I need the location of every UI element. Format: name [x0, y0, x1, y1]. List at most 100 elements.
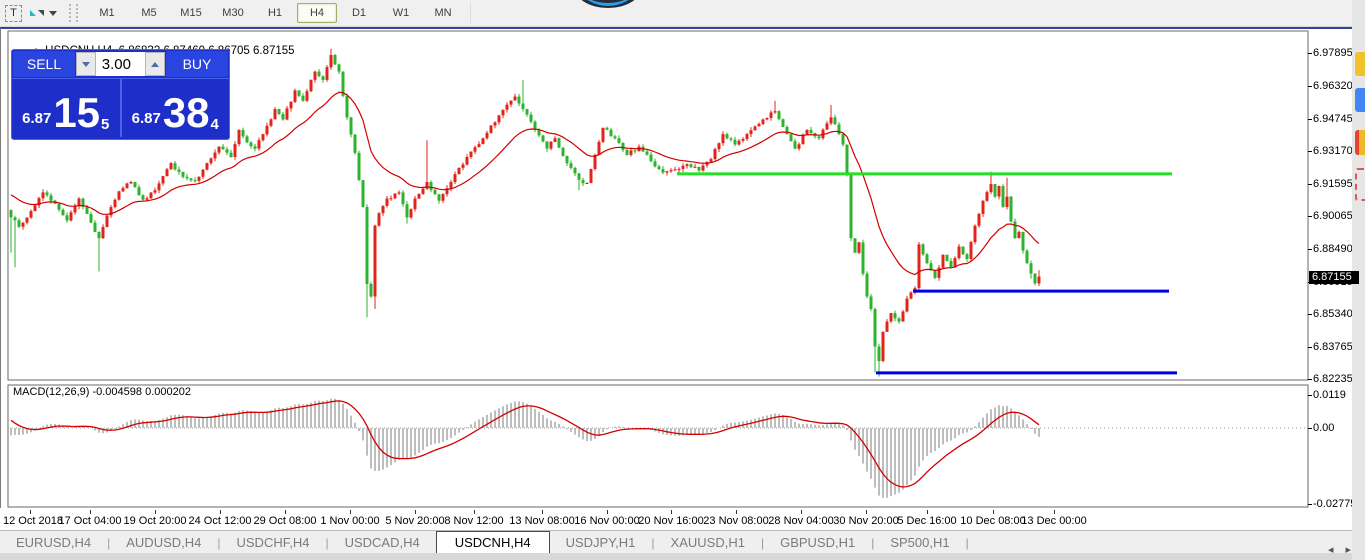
symbol-tab-audusd[interactable]: AUDUSD,H4: [126, 535, 202, 550]
symbol-tab-usdcad[interactable]: USDCAD,H4: [344, 535, 420, 550]
tab-separator: |: [325, 536, 329, 550]
date-axis-tick: [866, 510, 867, 514]
timeframe-button-m1[interactable]: M1: [99, 7, 115, 19]
current-price-tag: 6.87155: [1309, 271, 1359, 284]
timeframe-button-mn[interactable]: MN: [434, 7, 452, 19]
date-axis-tick: [927, 510, 928, 514]
volume-input[interactable]: 3.00: [96, 52, 145, 76]
price-axis-tick: [1308, 216, 1312, 217]
tab-scroll-arrows: ◂ ▸: [1328, 543, 1351, 556]
date-axis-label: 20 Nov 16:00: [638, 515, 704, 527]
price-axis-tick: [1308, 184, 1312, 185]
text-tool-icon[interactable]: T: [5, 4, 22, 22]
tab-separator: |: [217, 536, 221, 550]
price-axis-tick: [1308, 53, 1312, 54]
date-axis-label: 29 Oct 08:00: [253, 515, 317, 527]
date-axis-tick: [155, 510, 156, 514]
date-axis-label: 5 Nov 20:00: [385, 515, 445, 527]
timeframe-button-h4[interactable]: H4: [297, 3, 337, 23]
price-axis-tick: [1308, 314, 1312, 315]
buy-price[interactable]: 6.87 38 4: [131, 89, 219, 137]
date-axis-label: 5 Dec 16:00: [897, 515, 957, 527]
tab-separator: |: [651, 536, 655, 550]
date-axis-tick: [220, 510, 221, 514]
date-axis-label: 10 Dec 08:00: [960, 515, 1026, 527]
volume-decrease-button[interactable]: [76, 52, 96, 76]
price-axis-label: 6.93170: [1313, 145, 1353, 157]
price-axis-label: 6.91595: [1313, 178, 1353, 190]
macd-axis-tick: [1308, 428, 1312, 429]
date-axis-tick: [993, 510, 994, 514]
browser-logo-fragment: [575, 0, 641, 9]
date-axis-tick: [1054, 510, 1055, 514]
date-axis-tick: [90, 510, 91, 514]
timeframe-button-w1[interactable]: W1: [392, 7, 410, 19]
symbol-tab-gbpusd[interactable]: GBPUSD,H1: [780, 535, 856, 550]
sell-price[interactable]: 6.87 15 5: [12, 79, 122, 137]
timeframe-button-d1[interactable]: D1: [351, 7, 367, 19]
date-axis-tick: [350, 510, 351, 514]
date-axis-label: 13 Dec 00:00: [1021, 515, 1087, 527]
date-axis-tick: [671, 510, 672, 514]
price-axis-label: 6.96320: [1313, 80, 1353, 92]
date-axis-tick: [736, 510, 737, 514]
toolbar-separator: [470, 3, 471, 23]
desktop-icon-1[interactable]: [1355, 52, 1365, 76]
timeframe-button-m5[interactable]: M5: [141, 7, 157, 19]
price-axis-label: 6.83765: [1313, 341, 1353, 353]
price-axis-label: 6.94745: [1313, 113, 1353, 125]
desktop-icon-2[interactable]: [1355, 88, 1365, 112]
price-axis-tick: [1308, 119, 1312, 120]
tab-separator: |: [760, 536, 765, 550]
date-axis-label: 28 Nov 04:00: [768, 515, 834, 527]
macd-indicator-label: MACD(12,26,9) -0.004598 0.000202: [13, 386, 191, 398]
timeframe-button-m30[interactable]: M30: [222, 7, 244, 19]
dropdown-caret-icon[interactable]: [49, 10, 57, 16]
date-axis: 12 Oct 2018 17 Oct 04:00 19 Oct 20:00 24…: [1, 510, 1353, 532]
timeframe-button-m15[interactable]: M15: [180, 7, 202, 19]
date-axis-label: 16 Nov 00:00: [574, 515, 640, 527]
macd-axis-tick: [1308, 504, 1312, 505]
date-axis-tick: [801, 510, 802, 514]
date-axis-label: 30 Nov 20:00: [833, 515, 899, 527]
symbol-tab-sp500[interactable]: SP500,H1: [890, 535, 950, 550]
desktop-icon-4[interactable]: [1355, 168, 1365, 201]
buy-button[interactable]: BUY: [166, 51, 228, 77]
symbol-tab-usdcnh[interactable]: USDCNH,H4: [435, 531, 550, 555]
date-axis-tick: [542, 510, 543, 514]
tab-separator: |: [107, 536, 111, 550]
price-axis-label: 6.97895: [1313, 47, 1353, 59]
price-axis-label: 6.90065: [1313, 210, 1353, 222]
tab-scroll-right-icon[interactable]: ▸: [1345, 544, 1351, 556]
symbol-tab-usdchf[interactable]: USDCHF,H4: [236, 535, 310, 550]
price-axis-label: 6.85340: [1313, 308, 1353, 320]
date-axis-tick: [415, 510, 416, 514]
date-axis-label: 12 Oct 2018: [3, 515, 63, 527]
date-axis-tick: [474, 510, 475, 514]
symbol-tab-usdjpy[interactable]: USDJPY,H1: [565, 535, 636, 550]
date-axis-tick: [30, 510, 31, 514]
volume-increase-button[interactable]: [145, 52, 165, 76]
price-axis-tick: [1308, 249, 1312, 250]
macd-axis-tick: [1308, 395, 1312, 396]
price-axis-tick: [1308, 347, 1312, 348]
date-axis-label: 1 Nov 00:00: [320, 515, 380, 527]
date-axis-label: 17 Oct 04:00: [58, 515, 122, 527]
timeframe-buttons: M1 M5 M15 M30 H1 H4 D1 W1 MN: [86, 3, 464, 23]
chart-window[interactable]: USDCNH,H4 6.86832 6.87460 6.86705 6.8715…: [0, 27, 1363, 532]
tab-scroll-left-icon[interactable]: ◂: [1327, 544, 1334, 556]
price-axis-label: 6.88490: [1313, 243, 1353, 255]
sell-button[interactable]: SELL: [13, 51, 75, 77]
timeframe-button-h1[interactable]: H1: [267, 7, 283, 19]
macd-axis-label: 0.00: [1313, 422, 1335, 434]
symbol-tab-eurusd[interactable]: EURUSD,H4: [16, 535, 92, 550]
symbol-tab-xauusd[interactable]: XAUUSD,H1: [670, 535, 745, 550]
desktop-icon-3[interactable]: [1355, 130, 1365, 155]
cursor-mode-icon[interactable]: [30, 10, 57, 16]
price-axis-label: 6.82235: [1313, 373, 1353, 385]
date-axis-label: 8 Nov 12:00: [444, 515, 504, 527]
toolbar: T M1 M5 M15 M30 H1 H4 D1 W1 MN: [0, 0, 1352, 27]
macd-axis-label: 0.0119: [1313, 389, 1346, 401]
price-chart-plot[interactable]: [1, 29, 1353, 510]
